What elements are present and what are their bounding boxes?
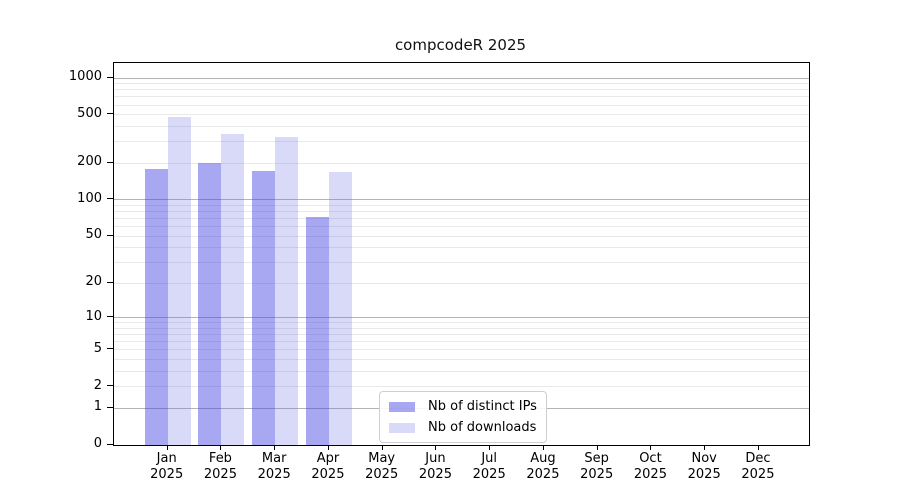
gridline-50 [114,235,809,237]
xtick-label-nov: Nov 2025 [687,451,721,482]
ytick-mark-500 [107,113,113,115]
xtick-label-jun: Jun 2025 [418,451,452,482]
ytick-label-5: 5 [93,340,102,356]
xtick-mark-mar [274,445,276,450]
gridline-7 [114,334,809,336]
gridline-6 [114,341,809,343]
gridline-3 [114,370,809,372]
gridline-100 [114,199,809,201]
ytick-mark-5 [107,348,113,350]
xtick-label-oct: Oct 2025 [633,451,667,482]
bar-feb-distinct-ips [198,163,222,445]
xtick-mark-feb [220,445,222,450]
gridline-200 [114,162,809,164]
gridline-700 [114,96,809,98]
gridline-40 [114,247,809,249]
gridline-10 [114,317,809,319]
xtick-mark-aug [542,445,544,450]
ytick-mark-10 [107,316,113,318]
bar-jan-distinct-ips [144,168,168,445]
gridline-400 [114,126,809,128]
y-axis: 0 1 2 5 10 20 50 100 200 500 1000 [0,0,113,500]
gridline-8 [114,327,809,329]
bar-jan-downloads [167,116,191,445]
ytick-mark-1000 [107,76,113,78]
xtick-mark-jul [489,445,491,450]
gridline-800 [114,89,809,91]
gridline-90 [114,204,809,206]
ytick-label-10: 10 [85,308,102,324]
gridline-70 [114,218,809,220]
ytick-mark-2 [107,385,113,387]
chart-title: compcodeR 2025 [394,36,527,54]
xtick-label-apr: Apr 2025 [311,451,345,482]
gridline-1000 [114,77,809,79]
ytick-label-2: 2 [93,377,102,393]
legend-label-distinct-ips: Nb of distinct IPs [428,399,537,414]
bar-apr-distinct-ips [305,217,329,445]
plot-area: Nb of distinct IPs Nb of downloads [113,62,810,446]
ytick-label-200: 200 [77,154,102,170]
xtick-mark-oct [650,445,652,450]
gridline-80 [114,211,809,213]
gridline-60 [114,226,809,228]
ytick-mark-50 [107,234,113,236]
bar-apr-downloads [328,171,352,445]
ytick-label-500: 500 [77,105,102,121]
ytick-label-0: 0 [93,436,102,451]
gridline-900 [114,83,809,85]
xtick-mark-sep [596,445,598,450]
legend: Nb of distinct IPs Nb of downloads [379,391,547,443]
ytick-label-1000: 1000 [68,69,102,85]
xtick-label-may: May 2025 [365,451,399,482]
ytick-label-1: 1 [93,399,102,415]
ytick-mark-0 [107,443,113,445]
xtick-label-jan: Jan 2025 [150,451,184,482]
xtick-mark-nov [704,445,706,450]
xtick-mark-dec [757,445,759,450]
legend-swatch-downloads-icon [389,422,415,433]
ytick-mark-1 [107,406,113,408]
legend-swatch-distinct-ips-icon [389,401,415,412]
gridline-4 [114,359,809,361]
xtick-label-dec: Dec 2025 [741,451,775,482]
legend-item-downloads: Nb of downloads [389,419,537,436]
xtick-mark-jan [166,445,168,450]
xtick-label-jul: Jul 2025 [472,451,506,482]
ytick-label-20: 20 [85,274,102,290]
ytick-label-50: 50 [85,227,102,243]
xtick-mark-jun [435,445,437,450]
gridline-300 [114,141,809,143]
gridline-20 [114,282,809,284]
bar-mar-distinct-ips [252,170,276,445]
ytick-label-100: 100 [77,190,102,206]
gridline-600 [114,104,809,106]
gridline-2 [114,386,809,388]
xtick-label-mar: Mar 2025 [257,451,291,482]
gridline-5 [114,349,809,351]
gridline-9 [114,322,809,324]
xtick-mark-may [381,445,383,450]
ytick-mark-100 [107,198,113,200]
bar-feb-downloads [221,134,245,445]
gridline-500 [114,114,809,116]
xtick-mark-apr [327,445,329,450]
gridline-30 [114,262,809,264]
xtick-label-feb: Feb 2025 [203,451,237,482]
bar-mar-downloads [275,136,299,445]
legend-item-distinct-ips: Nb of distinct IPs [389,398,537,415]
xtick-label-aug: Aug 2025 [526,451,560,482]
xtick-label-sep: Sep 2025 [580,451,614,482]
legend-label-downloads: Nb of downloads [428,420,537,435]
ytick-mark-200 [107,161,113,163]
ytick-mark-20 [107,281,113,283]
